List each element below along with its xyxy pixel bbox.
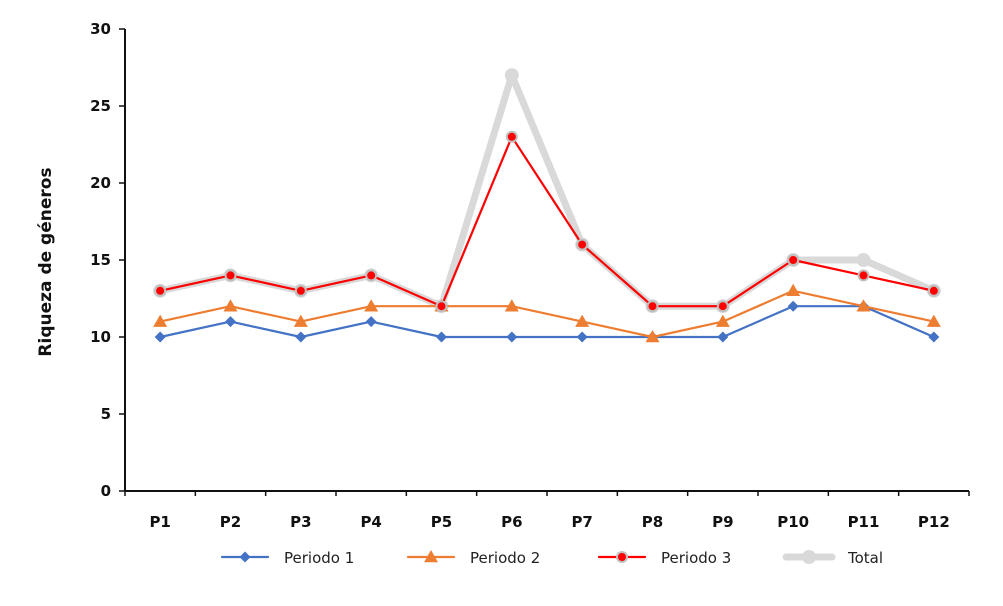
- legend-swatch-marker: [424, 550, 438, 563]
- data-point: [293, 314, 308, 327]
- data-point: [153, 314, 168, 327]
- y-tick-label: 15: [90, 251, 111, 269]
- x-tick-label: P6: [501, 513, 522, 531]
- legend-swatch-marker: [802, 550, 816, 564]
- x-tick-label: P3: [290, 513, 311, 531]
- data-point: [364, 299, 379, 312]
- series-periodo-1: [154, 300, 940, 343]
- y-tick-label: 25: [90, 97, 111, 115]
- data-point: [715, 314, 730, 327]
- legend-label: Periodo 3: [661, 549, 731, 567]
- legend-item: Total: [782, 549, 883, 567]
- series-line: [159, 305, 935, 339]
- legend: Periodo 1 Periodo 2 Periodo 3 Total: [220, 549, 883, 567]
- x-tick-label: P4: [360, 513, 381, 531]
- series-periodo-3: [154, 130, 940, 313]
- series-line: [159, 135, 935, 308]
- data-point: [223, 299, 238, 312]
- data-point: [154, 284, 167, 297]
- legend-label: Periodo 1: [284, 549, 354, 567]
- data-point: [856, 299, 871, 312]
- data-point: [505, 130, 518, 143]
- data-point: [576, 331, 588, 343]
- y-tick-label: 10: [90, 328, 111, 346]
- data-point: [295, 331, 307, 343]
- data-point: [224, 269, 237, 282]
- data-point: [575, 314, 590, 327]
- series-periodo-2: [153, 283, 941, 343]
- data-point: [294, 284, 307, 297]
- y-axis-title: Riqueza de géneros: [36, 167, 56, 356]
- data-point: [787, 254, 800, 266]
- data-point: [506, 331, 518, 343]
- x-tick-label: P8: [642, 513, 663, 531]
- y-tick-label: 0: [101, 482, 111, 500]
- y-tick-label: 5: [101, 405, 111, 423]
- series-line: [159, 289, 935, 339]
- legend-swatch-marker: [239, 551, 251, 563]
- data-point: [857, 269, 870, 282]
- legend-item: Periodo 2: [406, 549, 540, 567]
- data-point: [646, 300, 659, 313]
- x-tick-label: P10: [777, 513, 809, 531]
- data-point: [154, 331, 166, 343]
- x-tick-label: P1: [149, 513, 170, 531]
- x-tick-label: P9: [712, 513, 733, 531]
- data-point: [435, 300, 448, 313]
- data-point: [926, 314, 941, 327]
- legend-swatch-marker: [616, 551, 628, 563]
- x-tick-label: P12: [918, 513, 950, 531]
- y-tick-label: 30: [90, 20, 111, 38]
- data-point: [365, 316, 377, 328]
- x-tick-label: P2: [220, 513, 241, 531]
- data-point: [928, 331, 940, 343]
- legend-item: Periodo 3: [597, 549, 731, 567]
- series-layer: [153, 68, 941, 343]
- data-point: [504, 299, 519, 312]
- legend-label: Periodo 2: [470, 549, 540, 567]
- data-point: [716, 300, 729, 313]
- data-point: [927, 284, 940, 297]
- x-tick-label: P5: [431, 513, 452, 531]
- x-tick-label: P11: [848, 513, 880, 531]
- axes: 0 5 10 15 20 25 30 P1 P2 P3 P4 P5 P6 P7 P8 P9 P10 P11 P12: [90, 20, 970, 531]
- data-point: [645, 330, 660, 343]
- data-point: [717, 331, 729, 343]
- y-tick-label: 20: [90, 174, 111, 192]
- data-point: [787, 300, 799, 312]
- legend-label: Total: [847, 549, 883, 567]
- data-point: [786, 283, 801, 297]
- data-point: [365, 269, 378, 282]
- data-point: [436, 331, 447, 343]
- data-point: [504, 68, 519, 83]
- legend-item: Periodo 1: [220, 549, 354, 567]
- x-tick-label: P7: [571, 513, 592, 531]
- data-point: [856, 253, 871, 267]
- data-point: [576, 238, 589, 251]
- data-point: [225, 316, 236, 328]
